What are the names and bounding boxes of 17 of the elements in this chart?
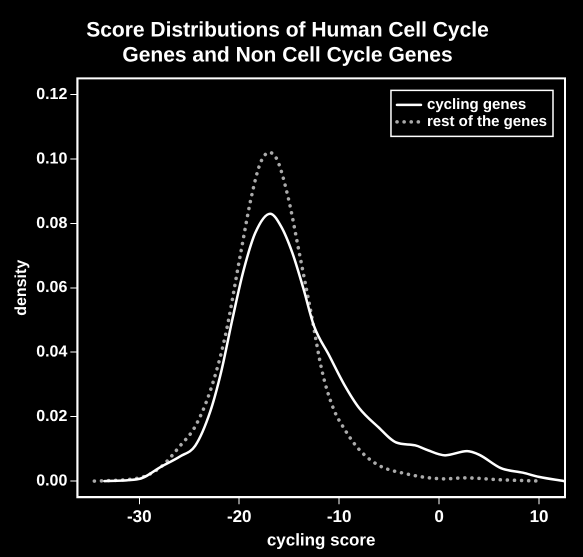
chart-title: Score Distributions of Human Cell Cycle Genes and Non Cell Cycle Genes (86, 18, 489, 67)
x-axis-title: cycling score (266, 530, 376, 550)
y-tick-label: 0.04 (36, 344, 68, 361)
x-tick-label: -20 (226, 507, 252, 526)
x-tick-label: -30 (127, 507, 152, 526)
y-tick-label: 0.02 (36, 408, 68, 426)
y-tick-label: 0.00 (36, 472, 68, 490)
legend-label: rest of the genes (426, 113, 547, 130)
x-tick-label: 0 (434, 507, 444, 526)
legend-label: cycling genes (426, 96, 526, 114)
y-tick-label: 0.12 (36, 86, 68, 103)
y-tick-label: 0.10 (36, 150, 68, 168)
x-tick-label: -10 (326, 507, 352, 526)
y-axis-title: density (13, 260, 30, 316)
x-tick-label: 10 (530, 507, 548, 526)
y-tick-label: 0.06 (36, 279, 68, 296)
y-tick-label: 0.08 (36, 214, 68, 232)
